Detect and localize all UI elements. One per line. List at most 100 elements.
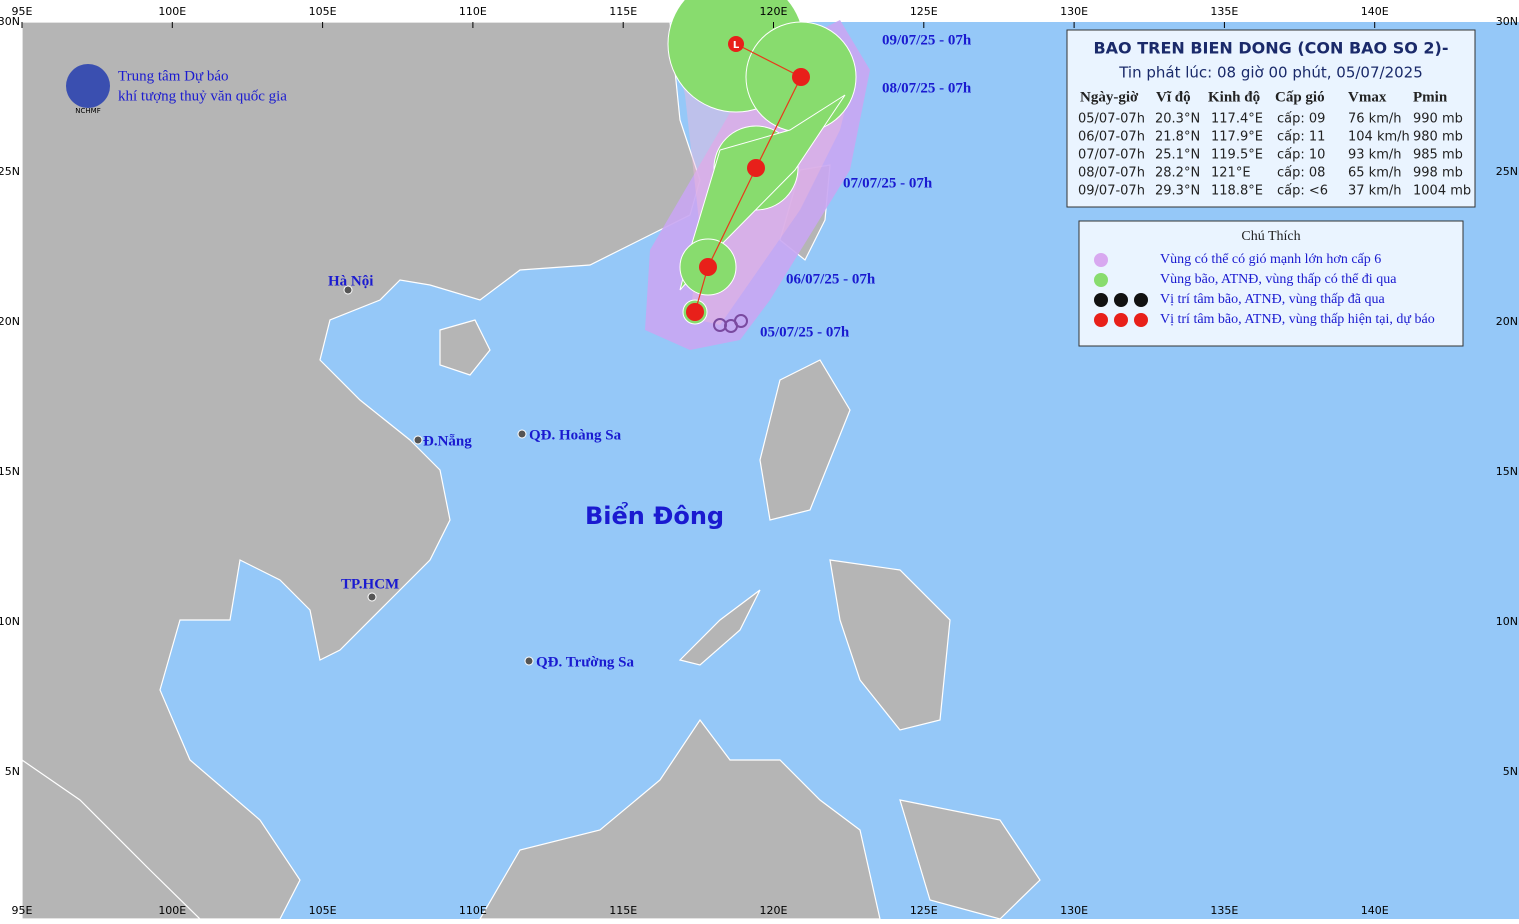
column-header: Kinh độ	[1208, 89, 1260, 105]
column-header: Ngày-giờ	[1080, 89, 1139, 105]
lon-label: 130E	[1060, 5, 1088, 18]
lat-label: 30N	[1496, 15, 1518, 28]
legend-label: Vùng có thể có gió mạnh lớn hơn cấp 6	[1160, 252, 1381, 267]
lon-label: 120E	[760, 5, 788, 18]
table-cell: 06/07-07h	[1078, 130, 1145, 145]
table-cell: cấp: <6	[1277, 184, 1328, 199]
table-cell: 37 km/h	[1348, 184, 1402, 199]
logo-line: khí tượng thuỷ văn quốc gia	[118, 88, 287, 104]
lat-label: 10N	[0, 615, 20, 628]
column-header: Cấp gió	[1275, 89, 1325, 105]
table-cell: 998 mb	[1413, 166, 1463, 181]
table-cell: 990 mb	[1413, 112, 1463, 127]
lon-label: 125E	[910, 5, 938, 18]
lon-label: 110E	[459, 5, 487, 18]
table-cell: cấp: 10	[1277, 148, 1325, 163]
place-label: QĐ. Hoàng Sa	[529, 427, 622, 443]
sea-label: Biển Đông	[585, 500, 724, 530]
track-label: 05/07/25 - 07h	[760, 324, 850, 340]
lon-label: 100E	[158, 5, 186, 18]
track-label: 08/07/25 - 07h	[882, 80, 972, 96]
table-cell: 25.1°N	[1155, 148, 1200, 163]
lon-label: 135E	[1210, 5, 1238, 18]
lat-label: 25N	[1496, 165, 1518, 178]
lon-label: 140E	[1361, 904, 1389, 917]
table-cell: 985 mb	[1413, 148, 1463, 163]
column-header: Pmin	[1413, 89, 1448, 105]
storm-icons	[686, 36, 810, 321]
track-label: 06/07/25 - 07h	[786, 271, 876, 287]
lon-label: 135E	[1210, 904, 1238, 917]
table-cell: 08/07-07h	[1078, 166, 1145, 181]
place-dot	[517, 429, 527, 439]
table-cell: 119.5°E	[1211, 148, 1263, 163]
lon-label: 95E	[12, 5, 33, 18]
track-label: 09/07/25 - 07h	[882, 32, 972, 48]
table-cell: 121°E	[1211, 166, 1251, 181]
lat-label: 30N	[0, 15, 20, 28]
lat-label: 15N	[0, 465, 20, 478]
table-cell: cấp: 08	[1277, 166, 1325, 181]
logo-badge: NCHMF	[75, 107, 100, 115]
track-label: 07/07/25 - 07h	[843, 175, 933, 191]
table-cell: 980 mb	[1413, 130, 1463, 145]
column-header: Vmax	[1348, 89, 1387, 105]
table-cell: 20.3°N	[1155, 112, 1200, 127]
bulletin-box	[1066, 29, 1476, 208]
table-cell: 05/07-07h	[1078, 112, 1145, 127]
legend-symbol	[1094, 253, 1108, 267]
legend-symbol	[1134, 293, 1148, 307]
lat-label: 5N	[5, 765, 20, 778]
bulletin-title: BAO TREN BIEN DONG (CON BAO SO 2)-	[1093, 39, 1448, 58]
table-cell: 07/07-07h	[1078, 148, 1145, 163]
place-label: Hà Nội	[328, 273, 373, 289]
legend-symbol	[1114, 313, 1128, 327]
legend-symbol	[1114, 293, 1128, 307]
table-cell: cấp: 11	[1277, 130, 1325, 145]
past-track	[713, 314, 748, 333]
lat-label: 5N	[1503, 765, 1518, 778]
place-label: Đ.Nẵng	[423, 433, 472, 449]
legend-label: Vị trí tâm bão, ATNĐ, vùng thấp hiện tại…	[1160, 312, 1435, 327]
lon-label: 130E	[1060, 904, 1088, 917]
table-cell: 118.8°E	[1211, 184, 1263, 199]
lon-label: 120E	[760, 904, 788, 917]
table-cell: 117.9°E	[1211, 130, 1263, 145]
bulletin-issued: Tin phát lúc: 08 giờ 00 phút, 05/07/2025	[1118, 64, 1423, 82]
lat-label: 25N	[0, 165, 20, 178]
lon-label: 100E	[158, 904, 186, 917]
low-icon: L	[733, 40, 740, 51]
place-dot	[343, 285, 353, 295]
lon-label: 105E	[309, 5, 337, 18]
table-cell: 93 km/h	[1348, 148, 1402, 163]
lon-label: 115E	[609, 5, 637, 18]
legend-symbol	[1094, 313, 1108, 327]
logo-icon	[66, 64, 110, 108]
place-dot	[524, 656, 534, 666]
table-cell: 76 km/h	[1348, 112, 1402, 127]
table-cell: 65 km/h	[1348, 166, 1402, 181]
table-cell: 21.8°N	[1155, 130, 1200, 145]
legend-symbol	[1094, 293, 1108, 307]
place-label: TP.HCM	[341, 576, 399, 592]
forecast-zone	[667, 0, 857, 325]
table-cell: 104 km/h	[1348, 130, 1410, 145]
table-cell: 117.4°E	[1211, 112, 1263, 127]
lat-label: 20N	[0, 315, 20, 328]
column-header: Vĩ độ	[1156, 89, 1191, 105]
logo-line: Trung tâm Dự báo	[118, 68, 229, 84]
place-dot	[367, 592, 377, 602]
table-cell: 29.3°N	[1155, 184, 1200, 199]
legend-label: Vùng bão, ATNĐ, vùng thấp có thể đi qua	[1160, 272, 1397, 287]
lon-label: 125E	[910, 904, 938, 917]
legend-symbol	[1094, 273, 1108, 287]
table-cell: cấp: 09	[1277, 112, 1325, 127]
legend-label: Vị trí tâm bão, ATNĐ, vùng thấp đã qua	[1160, 292, 1386, 307]
lat-label: 15N	[1496, 465, 1518, 478]
place-label: QĐ. Trường Sa	[536, 654, 635, 670]
legend-symbol	[1134, 313, 1148, 327]
table-cell: 1004 mb	[1413, 184, 1471, 199]
legend-title: Chú Thích	[1241, 229, 1300, 244]
table-cell: 09/07-07h	[1078, 184, 1145, 199]
